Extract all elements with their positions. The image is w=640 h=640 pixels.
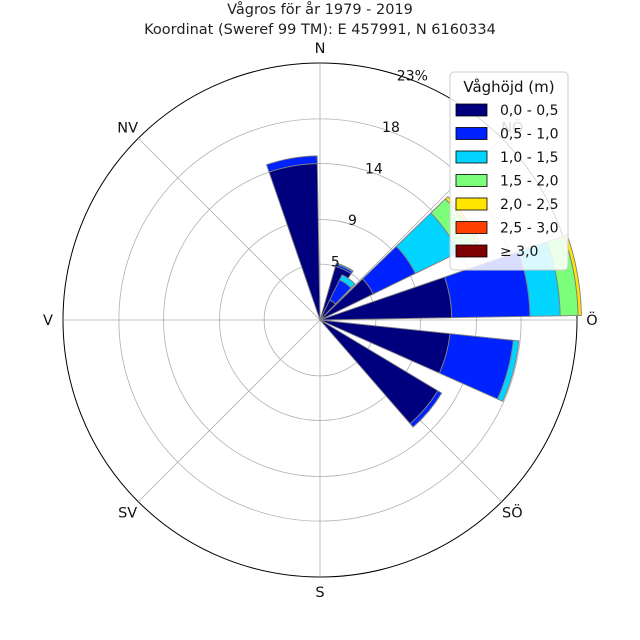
grid-spoke — [137, 137, 321, 321]
direction-label: N — [315, 41, 326, 57]
direction-label: Ö — [586, 311, 597, 329]
radial-tick-label: 9 — [348, 213, 357, 229]
direction-label: S — [315, 585, 324, 601]
sector-bar-segment — [335, 262, 354, 273]
legend-swatch — [455, 103, 488, 117]
legend-swatch — [455, 197, 488, 211]
radial-tick-labels: 5 9 14 18 23% — [331, 69, 428, 271]
legend-swatch — [455, 244, 488, 258]
direction-label: NV — [117, 121, 138, 137]
sector-bar-segment — [563, 234, 582, 316]
legend-label: ≥ 3,0 — [500, 244, 538, 260]
radial-tick-label: 18 — [382, 120, 400, 136]
sector-bar-segment — [338, 274, 356, 289]
grid-spoke — [137, 319, 321, 503]
sector-bar-segment — [265, 155, 318, 173]
direction-label: V — [43, 313, 53, 329]
legend-label: 1,0 - 1,5 — [500, 150, 558, 166]
sector-bar-segment — [497, 339, 520, 402]
legend-label: 1,5 - 2,0 — [500, 174, 558, 190]
legend-swatch — [455, 127, 488, 140]
legend-label: 0,5 - 1,0 — [500, 127, 558, 143]
legend-box — [449, 71, 569, 271]
legend-swatch — [455, 174, 488, 187]
sector-bar-segment — [268, 163, 321, 321]
radial-tick-label: 14 — [365, 161, 383, 177]
legend-label: 0,0 - 0,5 — [500, 103, 558, 119]
legend-items: 0,0 - 0,5 0,5 - 1,0 1,0 - 1,5 1,5 - 2,0 2,0 … — [455, 103, 558, 260]
radial-tick-label: 5 — [331, 254, 340, 270]
sector-bar-segment — [409, 390, 443, 428]
legend-title: Våghöjd (m) — [463, 78, 554, 96]
direction-label: SÖ — [502, 503, 523, 521]
legend-label: 2,0 - 2,5 — [500, 197, 558, 213]
chart-subtitle: Koordinat (Sweref 99 TM): E 457991, N 61… — [144, 22, 496, 38]
legend-swatch — [455, 221, 488, 234]
chart-title: Vågros för år 1979 - 2019 — [227, 1, 413, 18]
legend-label: 2,5 - 3,0 — [500, 221, 558, 237]
legend-swatch — [455, 150, 488, 164]
direction-label: SV — [118, 505, 137, 521]
legend: Våghöjd (m) 0,0 - 0,5 0,5 - 1,0 1,0 - 1,5 1… — [449, 71, 569, 271]
radial-tick-label: 23% — [397, 69, 428, 85]
